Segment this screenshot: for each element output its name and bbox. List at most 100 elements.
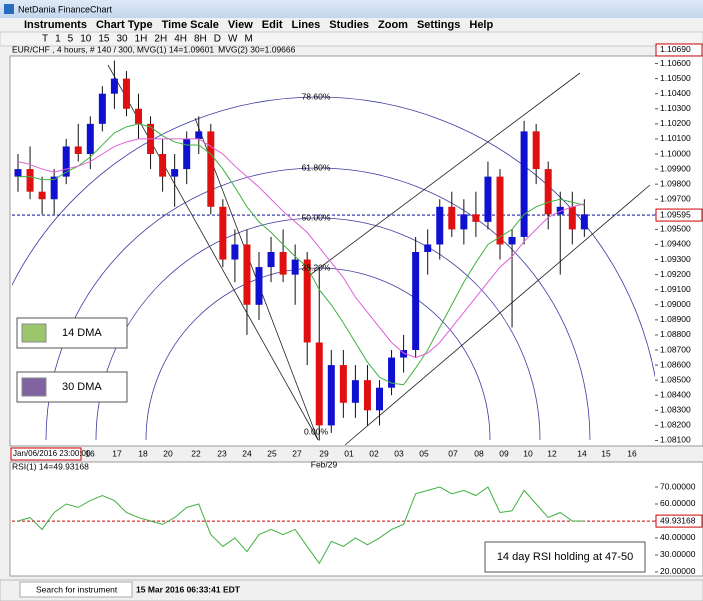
rsi-current-label: 49.93168 xyxy=(660,515,696,525)
fan-line xyxy=(107,64,319,441)
y-tick-label: 1.09900 xyxy=(660,163,691,173)
y-tick-label: 70.00000 xyxy=(660,481,696,491)
x-tick-label: 29 xyxy=(319,448,329,458)
title-bar xyxy=(0,0,703,18)
candle-body xyxy=(412,252,420,351)
y-tick-label: 1.09200 xyxy=(660,269,691,279)
x-tick-label: 27 xyxy=(292,448,302,458)
toolbar-button[interactable]: 5 xyxy=(68,34,74,45)
fib-label: 38.20% xyxy=(302,262,331,272)
x-tick-label: 02 xyxy=(369,448,379,458)
candle-body xyxy=(472,214,480,222)
cursor-date-box xyxy=(10,447,82,461)
candle-body xyxy=(484,176,492,222)
candle-body xyxy=(460,214,468,230)
y-tick-label: 1.08100 xyxy=(660,435,691,445)
y-tick-label: 1.09700 xyxy=(660,193,691,203)
candle-body xyxy=(568,206,576,230)
legend-swatch xyxy=(21,323,47,343)
candle-body xyxy=(339,365,347,403)
y-tick-label: 20.00000 xyxy=(660,566,696,576)
candle-body xyxy=(207,131,215,207)
toolbar-button[interactable]: T xyxy=(42,34,48,45)
toolbar-button[interactable]: 4H xyxy=(174,34,187,45)
app-icon xyxy=(4,4,14,14)
toolbar-button[interactable]: 15 xyxy=(98,34,110,45)
menu-item[interactable]: Lines xyxy=(292,19,321,31)
y-tick-label: 1.09500 xyxy=(660,224,691,234)
y-tick-label: 1.09000 xyxy=(660,299,691,309)
x-tick-label: 20 xyxy=(163,448,173,458)
channel-upper xyxy=(309,72,581,276)
candle-body xyxy=(291,259,299,275)
toolbar-button[interactable]: 1 xyxy=(55,34,61,45)
menu-item[interactable]: Settings xyxy=(417,19,460,31)
x-tick-label: 25 xyxy=(267,448,277,458)
fib-arc xyxy=(145,267,491,441)
channel-lower xyxy=(344,184,651,446)
toolbar-button[interactable]: 1H xyxy=(135,34,148,45)
ma-label: MVG(2) 30=1.09666 xyxy=(218,44,296,54)
toolbar xyxy=(0,31,703,47)
toolbar-button[interactable]: 2H xyxy=(154,34,167,45)
y-tick-label: 1.09800 xyxy=(660,178,691,188)
x-tick-label: 10 xyxy=(523,448,533,458)
x-tick-label: 22 xyxy=(191,448,201,458)
toolbar-button[interactable]: D xyxy=(214,34,221,45)
candle-body xyxy=(363,380,371,411)
candle-body xyxy=(110,78,118,94)
ma-line xyxy=(18,123,585,386)
candle-body xyxy=(327,365,335,426)
legend-label: 14 DMA xyxy=(62,327,102,339)
month-label: Feb/29 xyxy=(311,459,338,469)
candle-body xyxy=(424,244,432,253)
x-tick-label: 01 xyxy=(344,448,354,458)
fib-label: 50.00% xyxy=(302,212,331,222)
menu-item[interactable]: View xyxy=(228,19,253,31)
menu-item[interactable]: Help xyxy=(469,19,493,31)
x-tick-label: 12 xyxy=(547,448,557,458)
menu-item[interactable]: Chart Type xyxy=(96,19,153,31)
search-box[interactable] xyxy=(19,581,133,598)
y-tick-label: 1.10500 xyxy=(660,73,691,83)
y-tick-label: 1.08900 xyxy=(660,314,691,324)
y-tick-label: 40.00000 xyxy=(660,532,696,542)
fib-label: 78.60% xyxy=(302,91,331,101)
x-tick-label: 03 xyxy=(394,448,404,458)
toolbar-button[interactable]: 8H xyxy=(194,34,207,45)
toolbar-button[interactable]: W xyxy=(228,34,238,45)
high-marker-box xyxy=(655,43,703,57)
candle-body xyxy=(267,252,275,268)
menu-item[interactable]: Zoom xyxy=(378,19,408,31)
status-bar xyxy=(0,579,703,601)
x-tick-label: 08 xyxy=(474,448,484,458)
y-tick-label: 1.08400 xyxy=(660,389,691,399)
candle-body xyxy=(315,342,323,426)
menu-item[interactable]: Studies xyxy=(329,19,369,31)
candle-body xyxy=(195,131,203,139)
x-tick-label: 18 xyxy=(138,448,148,458)
toolbar-button[interactable]: 10 xyxy=(80,34,92,45)
y-tick-label: 30.00000 xyxy=(660,549,696,559)
toolbar-button[interactable]: M xyxy=(244,34,252,45)
candle-body xyxy=(351,380,359,403)
menu-item[interactable]: Edit xyxy=(262,19,283,31)
status-time: 15 Mar 2016 06:33:41 EDT xyxy=(136,584,241,594)
candle-body xyxy=(376,387,383,411)
annotation-box xyxy=(484,541,646,573)
current-price-box xyxy=(655,208,703,222)
legend-label: 30 DMA xyxy=(62,381,102,393)
toolbar-button[interactable]: 30 xyxy=(116,34,128,45)
candle-body xyxy=(520,131,528,237)
candle-body xyxy=(14,169,22,177)
rsi-annotation: 14 day RSI holding at 47-50 xyxy=(497,551,633,563)
x-tick-label: 23 xyxy=(217,448,227,458)
menu-item[interactable]: Instruments xyxy=(24,19,87,31)
candle-body xyxy=(448,206,456,230)
menu-item[interactable]: Time Scale xyxy=(162,19,219,31)
x-tick-label: 05 xyxy=(419,448,429,458)
x-tick-label: 16 xyxy=(627,448,637,458)
ma-line xyxy=(17,138,585,359)
candle-body xyxy=(279,252,287,275)
y-tick-label: 1.08800 xyxy=(660,329,691,339)
